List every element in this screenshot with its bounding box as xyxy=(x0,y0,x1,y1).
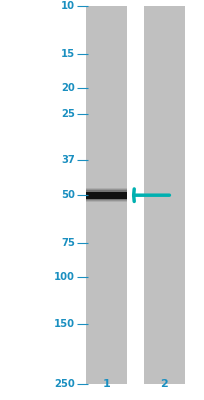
Text: 37: 37 xyxy=(61,155,74,165)
Text: 75: 75 xyxy=(61,238,74,248)
Bar xyxy=(86,201,126,202)
Bar xyxy=(86,6,126,384)
Text: 2: 2 xyxy=(159,379,167,389)
Bar xyxy=(86,190,126,192)
Text: 50: 50 xyxy=(61,190,74,200)
Text: 10: 10 xyxy=(61,1,74,11)
Bar xyxy=(143,6,184,384)
Bar xyxy=(86,189,126,190)
Text: 20: 20 xyxy=(61,83,74,93)
Bar xyxy=(86,188,126,189)
Text: 1: 1 xyxy=(102,379,110,389)
Bar xyxy=(86,200,126,201)
Text: 25: 25 xyxy=(61,109,74,119)
Bar xyxy=(86,199,126,200)
Text: 15: 15 xyxy=(60,49,74,59)
Text: 150: 150 xyxy=(54,319,74,329)
Text: 100: 100 xyxy=(54,272,74,282)
Text: 250: 250 xyxy=(54,379,74,389)
Bar xyxy=(86,192,126,199)
